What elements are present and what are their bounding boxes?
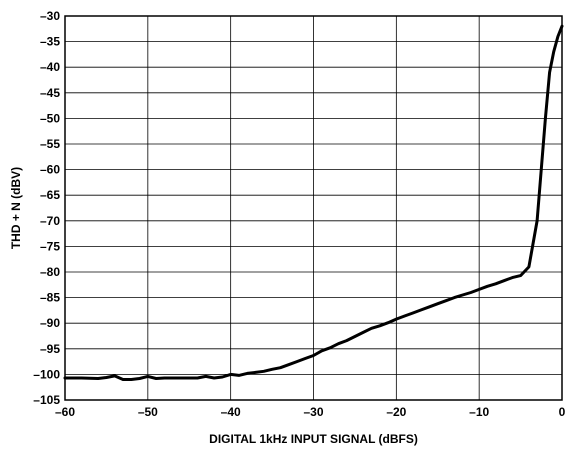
y-tick-label: –100 (33, 367, 60, 381)
y-tick-label: –55 (40, 137, 60, 151)
x-tick-label: –20 (386, 405, 406, 419)
x-tick-label: –30 (303, 405, 323, 419)
y-tick-labels: –30 –35 –40 –45 –50 –55 –60 –65 –70 –75 –80 –85 –90 –… (33, 9, 60, 407)
y-tick-label: –90 (40, 316, 60, 330)
y-tick-label: –40 (40, 60, 60, 74)
y-tick-label: –105 (33, 393, 60, 407)
series-layer (63, 24, 564, 381)
y-tick-label: –85 (40, 291, 60, 305)
y-tick-label: –75 (40, 239, 60, 253)
y-tick-label: –80 (40, 265, 60, 279)
x-tick-label: –10 (469, 405, 489, 419)
y-tick-label: –30 (40, 9, 60, 23)
plot-frame (64, 15, 563, 401)
grid (64, 15, 563, 401)
x-tick-label: –60 (55, 405, 75, 419)
x-tick-label: 0 (559, 405, 566, 419)
y-axis-title: THD + N (dBV) (9, 167, 23, 249)
y-tick-label: –45 (40, 86, 60, 100)
series-line (63, 24, 564, 381)
x-tick-label: –40 (221, 405, 241, 419)
y-tick-label: –65 (40, 188, 60, 202)
y-tick-label: –70 (40, 214, 60, 228)
y-tick-label: –95 (40, 342, 60, 356)
x-axis-title: DIGITAL 1kHz INPUT SIGNAL (dBFS) (209, 432, 418, 446)
y-tick-label: –50 (40, 111, 60, 125)
x-tick-labels: –60 –50 –40 –30 –20 –10 0 (55, 405, 566, 419)
y-tick-label: –35 (40, 35, 60, 49)
y-tick-label: –60 (40, 163, 60, 177)
x-tick-label: –50 (138, 405, 158, 419)
